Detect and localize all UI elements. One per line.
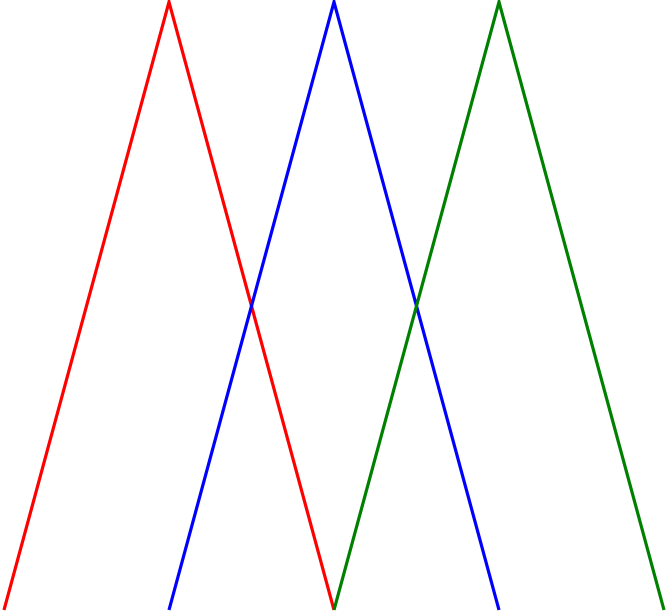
series-line-1 xyxy=(2,0,336,611)
series-line-3 xyxy=(332,0,666,611)
series-line-2 xyxy=(167,0,501,611)
